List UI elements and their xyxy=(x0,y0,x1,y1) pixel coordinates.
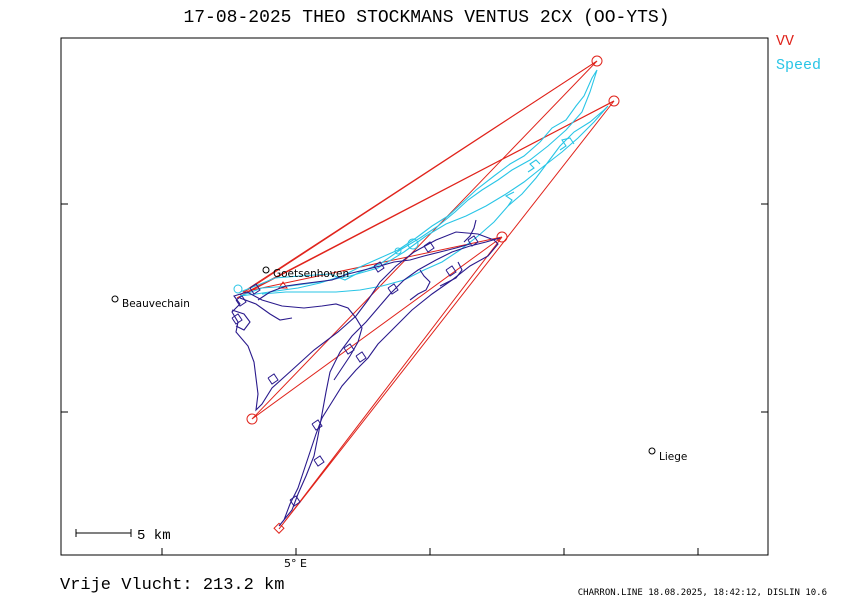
thermal-clusters xyxy=(231,235,479,507)
software-credit: CHARRON.LINE 18.08.2025, 18:42:12, DISLI… xyxy=(577,588,827,598)
chart-title: 17-08-2025 THEO STOCKMANS VENTUS 2CX (OO… xyxy=(183,8,670,28)
speed-markers xyxy=(233,238,419,294)
x-axis-label: 5° E xyxy=(284,557,307,570)
scale-bar xyxy=(75,529,132,537)
legend-vv: VV xyxy=(776,33,795,50)
speed-track xyxy=(239,69,609,297)
plot-frame xyxy=(60,37,769,556)
place-label-beauvechain: Beauvechain xyxy=(122,298,190,310)
vv-task-lines xyxy=(236,60,615,530)
scale-bar-label: 5 km xyxy=(137,528,171,544)
place-liege: Liege xyxy=(648,447,687,463)
axis-ticks xyxy=(61,203,768,555)
place-label-goetsenhoven: Goetsenhoven xyxy=(273,268,349,280)
place-beauvechain: Beauvechain xyxy=(111,295,190,310)
legend-speed: Speed xyxy=(776,57,822,74)
flight-track xyxy=(231,219,501,527)
place-goetsenhoven: Goetsenhoven xyxy=(262,266,349,280)
distance-summary: Vrije Vlucht: 213.2 km xyxy=(60,576,285,595)
vv-turnpoints xyxy=(246,55,620,534)
place-label-liege: Liege xyxy=(659,451,687,463)
